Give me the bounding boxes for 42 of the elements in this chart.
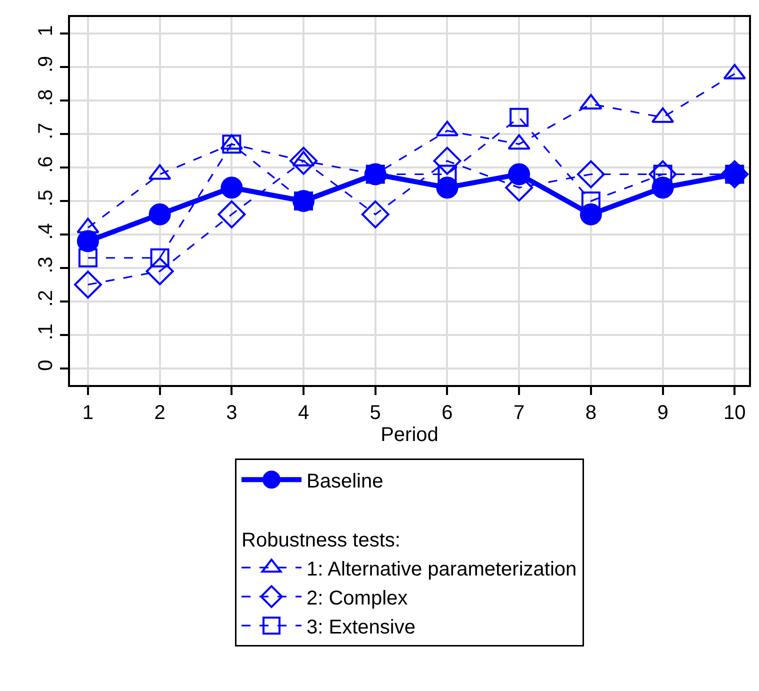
point <box>220 176 243 199</box>
x-axis-title: Period <box>380 424 438 446</box>
y-tick-label: .1 <box>35 323 57 340</box>
point <box>438 164 457 184</box>
legend-label: 1: Alternative parameterization <box>306 558 577 580</box>
point <box>78 248 98 268</box>
x-tick-label: 1 <box>82 402 94 424</box>
point <box>433 146 462 175</box>
point <box>74 270 102 299</box>
y-tick-label: .2 <box>35 290 57 307</box>
x-tick-label: 6 <box>442 402 453 424</box>
x-tick-label: 9 <box>657 402 668 424</box>
x-tick-label: 10 <box>724 402 746 424</box>
x-tick-label: 7 <box>514 402 525 424</box>
point <box>581 192 600 210</box>
point <box>361 200 390 228</box>
point <box>510 108 529 127</box>
y-tick-label: 1 <box>35 25 57 36</box>
y-tick-label: 0 <box>35 360 57 371</box>
x-tick-label: 4 <box>298 402 310 424</box>
y-tick-label: .6 <box>35 156 57 173</box>
legend-title: Robustness tests: <box>242 529 400 552</box>
point <box>146 257 174 286</box>
x-tick-label: 3 <box>226 402 238 424</box>
y-tick-label: .4 <box>35 223 57 240</box>
legend-label: 3: Extensive <box>306 616 416 638</box>
y-tick-label: .5 <box>35 190 57 206</box>
point <box>576 160 605 188</box>
point <box>290 146 318 175</box>
point <box>148 203 171 226</box>
x-tick-label: 5 <box>370 402 381 424</box>
y-tick-label: .7 <box>35 122 57 140</box>
y-tick-label: .8 <box>35 89 57 106</box>
legend-label: 2: Complex <box>306 587 408 610</box>
y-tick-label: .9 <box>35 56 57 73</box>
legend-label: Baseline <box>306 470 384 492</box>
x-tick-label: 8 <box>585 402 596 424</box>
point <box>222 134 242 154</box>
point <box>218 200 246 228</box>
y-tick-label: .3 <box>35 256 57 274</box>
x-tick-label: 2 <box>154 402 166 424</box>
point <box>150 248 170 268</box>
